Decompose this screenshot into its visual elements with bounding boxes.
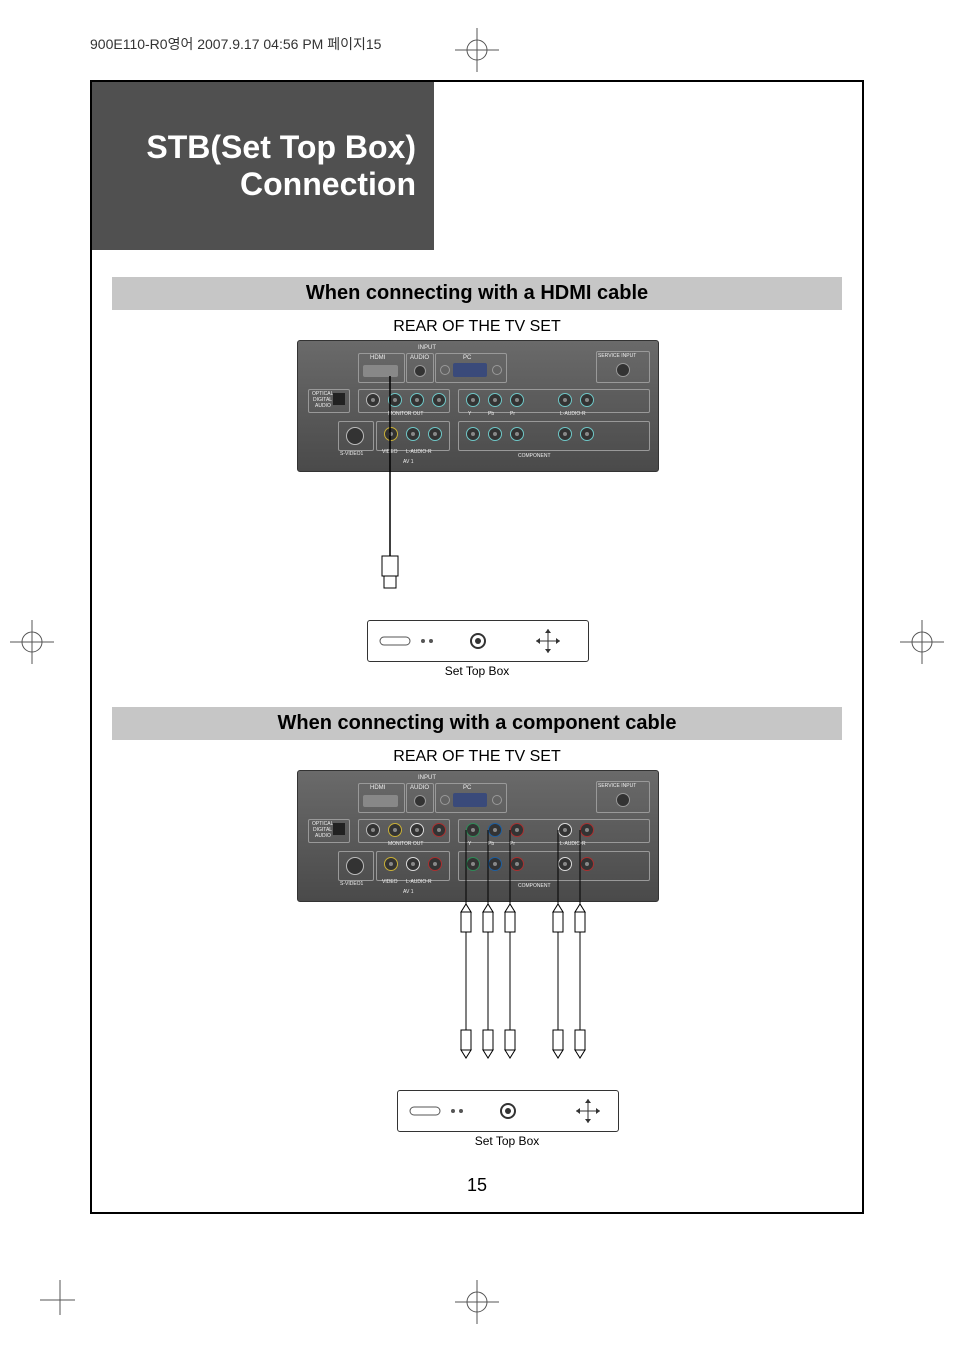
- lbl-av1-2: AV 1: [403, 889, 413, 895]
- lbl-pb: Pb: [488, 411, 494, 417]
- vga-port: [453, 363, 487, 377]
- lbl-lar-2b: L-AUDIO-R: [406, 879, 432, 885]
- page-border: STB(Set Top Box) Connection When connect…: [90, 80, 864, 1214]
- component-cable-bundle: [457, 830, 617, 1085]
- lbl-optical3: AUDIO: [315, 403, 331, 409]
- lbl-monout-2: MONITOR OUT: [388, 841, 423, 847]
- lbl-audio: AUDIO: [410, 355, 429, 361]
- section-heading-hdmi: When connecting with a HDMI cable: [112, 277, 842, 310]
- lbl-y: Y: [468, 411, 471, 417]
- rear-label-1: REAR OF THE TV SET: [112, 318, 842, 336]
- page-number: 15: [92, 1175, 862, 1196]
- title-line-2: Connection: [92, 166, 416, 203]
- lbl-input-2: INPUT: [418, 775, 436, 781]
- crop-mark-right: [900, 620, 944, 664]
- section-heading-component: When connecting with a component cable: [112, 707, 842, 740]
- diagram-hdmi: INPUT HDMI AUDIO PC SERVICE INPUT OPTICA…: [297, 340, 657, 680]
- crop-mark-left: [10, 620, 54, 664]
- crop-mark-top: [455, 28, 499, 72]
- chapter-title: STB(Set Top Box) Connection: [92, 82, 434, 250]
- stb-label-2: Set Top Box: [397, 1134, 617, 1148]
- pc-jack-r: [492, 365, 502, 375]
- lbl-sv-2: S-VIDEO1: [340, 881, 363, 887]
- svideo-port: [346, 427, 364, 445]
- lbl-service: SERVICE INPUT: [598, 353, 636, 359]
- crop-mark-bottom: [455, 1280, 499, 1324]
- hdmi-cable: [375, 376, 405, 611]
- stb-box-2: [397, 1090, 619, 1132]
- section-component: When connecting with a component cable R…: [112, 707, 842, 1170]
- lbl-hdmi: HDMI: [370, 355, 385, 361]
- pc-jack-l: [440, 365, 450, 375]
- audio-port: [414, 365, 426, 377]
- lbl-pc: PC: [463, 355, 471, 361]
- lbl-vid-2: VIDEO: [382, 879, 398, 885]
- crop-corner-bl: [40, 1280, 90, 1320]
- lbl-hdmi-2: HDMI: [370, 785, 385, 791]
- rear-label-2: REAR OF THE TV SET: [112, 748, 842, 766]
- stb-box: [367, 620, 589, 662]
- tv-rear-panel: INPUT HDMI AUDIO PC SERVICE INPUT OPTICA…: [297, 340, 659, 472]
- lbl-audio-2: AUDIO: [410, 785, 429, 791]
- lbl-svideo: S-VIDEO1: [340, 451, 363, 457]
- lbl-laudior-1: L-AUDIO-R: [560, 411, 586, 417]
- diagram-component: INPUT HDMI AUDIO PC SERVICE INPUT OPTICA…: [297, 770, 657, 1170]
- lbl-laudior-2: L-AUDIO-R: [406, 449, 432, 455]
- lbl-opt-2c: AUDIO: [315, 833, 331, 839]
- lbl-input: INPUT: [418, 345, 436, 351]
- title-line-1: STB(Set Top Box): [92, 129, 416, 166]
- service-port: [616, 363, 630, 377]
- lbl-service-2: SERVICE INPUT: [598, 783, 636, 789]
- print-header: 900E110-R0영어 2007.9.17 04:56 PM 페이지15: [90, 34, 381, 54]
- section-hdmi: When connecting with a HDMI cable REAR O…: [112, 277, 842, 680]
- lbl-pr: Pr: [510, 411, 515, 417]
- lbl-component: COMPONENT: [518, 453, 551, 459]
- lbl-pc-2: PC: [463, 785, 471, 791]
- optical-port: [333, 393, 345, 405]
- stb-label-1: Set Top Box: [367, 664, 587, 678]
